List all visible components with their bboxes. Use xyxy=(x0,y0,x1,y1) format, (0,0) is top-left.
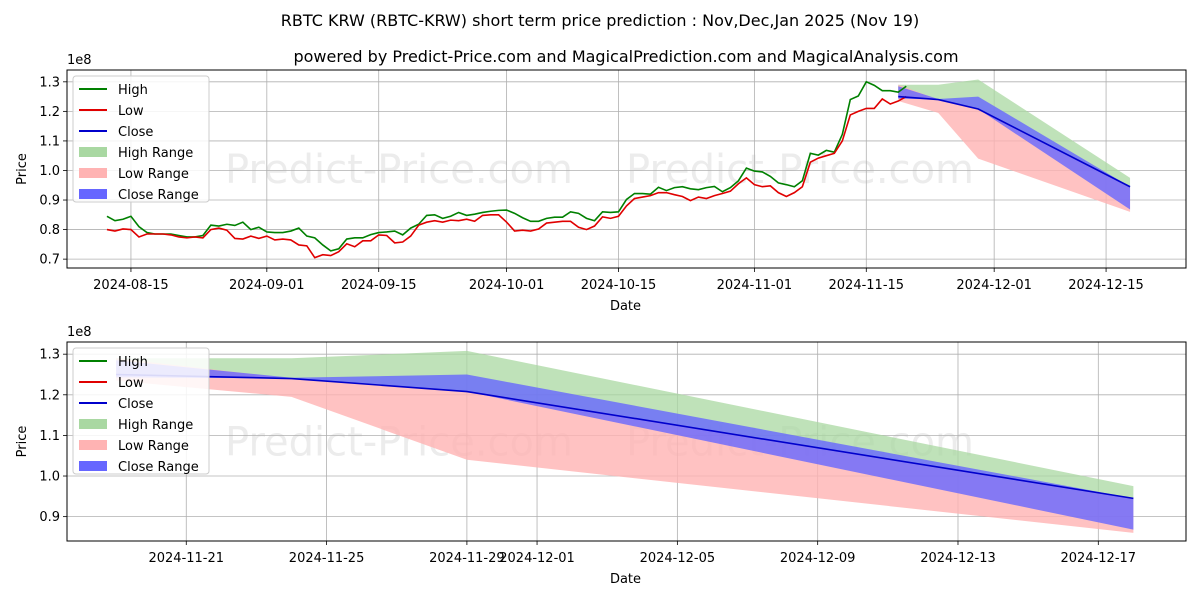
legend-high-label: High xyxy=(118,355,148,370)
y-tick-label: 0.7 xyxy=(39,253,60,268)
high-range-band xyxy=(116,350,1134,499)
y-axis-label: Price xyxy=(15,153,30,185)
watermark-right: Predict-Price.com xyxy=(626,147,974,193)
legend-close-range-label: Close Range xyxy=(118,460,199,475)
legend-close-label: Close xyxy=(118,125,153,140)
y-tick-label: 1.1 xyxy=(39,429,60,444)
low-series-line xyxy=(106,95,907,259)
legend-low-range-swatch xyxy=(79,168,107,178)
y-axis-label: Price xyxy=(15,426,30,458)
x-tick-label: 2024-11-29 xyxy=(429,551,505,566)
legend-close-label: Close xyxy=(118,397,153,412)
high-range-band xyxy=(898,79,1131,187)
x-tick-label: 2024-12-05 xyxy=(640,551,716,566)
x-axis-label: Date xyxy=(610,572,641,587)
legend-close-range-label: Close Range xyxy=(118,188,199,203)
y-tick-label: 1.0 xyxy=(39,470,60,485)
low-range-band xyxy=(898,84,1131,212)
series-group xyxy=(106,79,1131,259)
x-tick-label: 2024-10-01 xyxy=(469,278,545,293)
y-scale-label: 1e8 xyxy=(67,325,92,340)
x-tick-label: 2024-08-15 xyxy=(93,278,169,293)
legend-low-range-label: Low Range xyxy=(118,167,189,182)
legend-low-label: Low xyxy=(118,104,144,119)
legend-high-label: High xyxy=(118,83,148,98)
x-tick-label: 2024-12-01 xyxy=(499,551,575,566)
legend-high-range-label: High Range xyxy=(118,418,193,433)
y-tick-label: 0.9 xyxy=(39,510,60,525)
legend-close-range-swatch xyxy=(79,461,107,471)
x-axis-label: Date xyxy=(610,299,641,314)
x-tick-label: 2024-11-21 xyxy=(148,551,224,566)
y-tick-label: 1.3 xyxy=(39,75,60,90)
chart-title: RBTC KRW (RBTC-KRW) short term price pre… xyxy=(281,11,919,30)
plot-frame xyxy=(66,69,1187,269)
x-tick-label: 2024-11-25 xyxy=(289,551,365,566)
high-series-line xyxy=(106,80,907,252)
x-tick-label: 2024-12-09 xyxy=(780,551,856,566)
legend-low-range-label: Low Range xyxy=(118,439,189,454)
forecast-plot: Predict-Price.comPredict-Price.com0.91.0… xyxy=(15,325,1187,587)
y-tick-label: 1.2 xyxy=(39,105,60,120)
legend-low-label: Low xyxy=(118,376,144,391)
chart-subtitle: powered by Predict-Price.com and Magical… xyxy=(293,47,958,66)
x-tick-label: 2024-10-15 xyxy=(581,278,657,293)
y-tick-label: 1.3 xyxy=(39,348,60,363)
plot-frame xyxy=(66,341,1187,542)
y-tick-label: 1.2 xyxy=(39,388,60,403)
history-plot: Predict-Price.com Predict-Price.com 0.7 0.8… xyxy=(15,53,1187,314)
legend-high-range-swatch xyxy=(79,147,107,157)
x-tick-label: 2024-12-17 xyxy=(1061,551,1137,566)
y-tick-label: 1.1 xyxy=(39,134,60,149)
legend-low-range-swatch xyxy=(79,440,107,450)
x-tick-label: 2024-11-01 xyxy=(717,278,793,293)
y-tick-label: 0.8 xyxy=(39,223,60,238)
x-tick-label: 2024-12-13 xyxy=(920,551,996,566)
legend-high-range-label: High Range xyxy=(118,146,193,161)
y-tick-label: 1.0 xyxy=(39,164,60,179)
y-scale-label: 1e8 xyxy=(67,53,92,68)
x-tick-label: 2024-12-15 xyxy=(1068,278,1144,293)
x-tick-label: 2024-11-15 xyxy=(829,278,905,293)
y-tick-label: 0.9 xyxy=(39,194,60,209)
x-tick-label: 2024-09-15 xyxy=(341,278,417,293)
x-tick-label: 2024-09-01 xyxy=(229,278,305,293)
close-series-line xyxy=(898,95,1131,188)
legend-close-range-swatch xyxy=(79,189,107,199)
watermark-left: Predict-Price.com xyxy=(225,147,573,193)
x-tick-label: 2024-12-01 xyxy=(956,278,1032,293)
low-range-band xyxy=(116,358,1134,533)
legend-high-range-swatch xyxy=(79,419,107,429)
